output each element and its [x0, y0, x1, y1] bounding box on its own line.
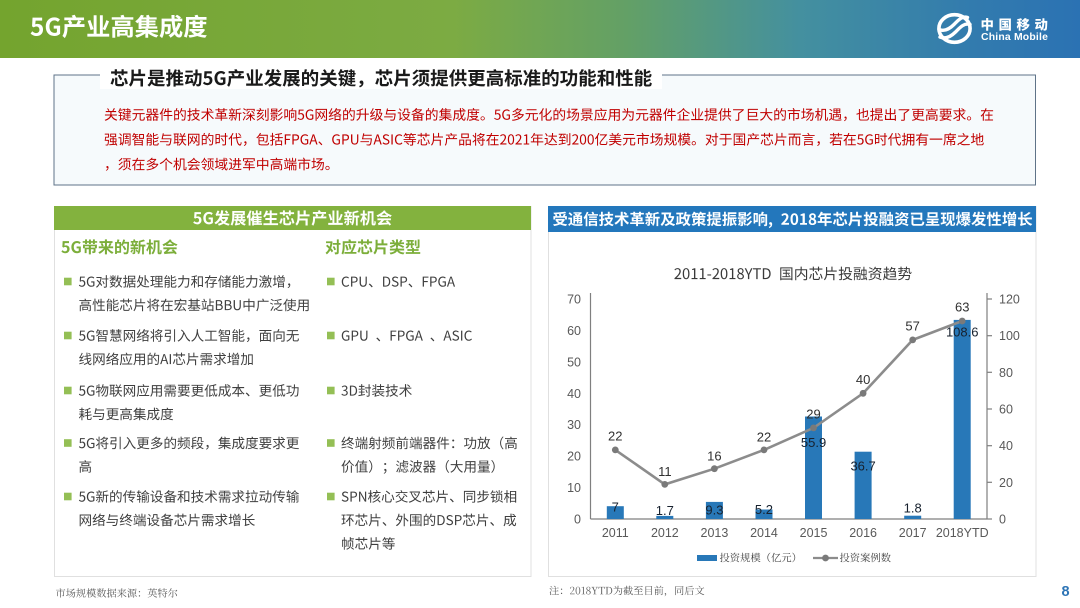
svg-text:108.6: 108.6 — [946, 325, 979, 340]
svg-text:5.2: 5.2 — [755, 502, 773, 517]
svg-text:9.3: 9.3 — [705, 503, 723, 518]
svg-text:29: 29 — [806, 407, 820, 422]
svg-text:10: 10 — [567, 481, 581, 495]
svg-text:30: 30 — [567, 418, 581, 432]
svg-text:1.8: 1.8 — [904, 501, 922, 516]
svg-text:8: 8 — [1061, 584, 1069, 600]
svg-text:22: 22 — [608, 429, 622, 444]
svg-text:40: 40 — [999, 439, 1013, 453]
svg-text:60: 60 — [567, 324, 581, 338]
svg-text:16: 16 — [707, 448, 721, 463]
svg-text:40: 40 — [856, 372, 870, 387]
svg-text:1.7: 1.7 — [656, 503, 674, 518]
svg-text:20: 20 — [567, 450, 581, 464]
svg-text:2014: 2014 — [750, 526, 778, 540]
svg-text:2012: 2012 — [651, 526, 679, 540]
svg-text:100: 100 — [999, 329, 1020, 343]
svg-text:40: 40 — [567, 387, 581, 401]
svg-text:36.7: 36.7 — [850, 459, 875, 474]
svg-text:57: 57 — [905, 319, 919, 334]
svg-text:20: 20 — [999, 476, 1013, 490]
svg-text:0: 0 — [574, 513, 581, 527]
svg-text:63: 63 — [955, 300, 969, 315]
svg-text:11: 11 — [658, 464, 672, 479]
svg-text:7: 7 — [612, 500, 619, 515]
svg-text:2015: 2015 — [800, 526, 828, 540]
svg-text:2013: 2013 — [701, 526, 729, 540]
svg-text:80: 80 — [999, 366, 1013, 380]
svg-text:55.9: 55.9 — [801, 435, 826, 450]
svg-text:2018YTD: 2018YTD — [936, 526, 989, 540]
svg-text:22: 22 — [757, 430, 771, 445]
svg-text:0: 0 — [999, 513, 1006, 527]
svg-text:China Mobile: China Mobile — [981, 32, 1048, 43]
svg-text:70: 70 — [567, 293, 581, 307]
svg-text:50: 50 — [567, 355, 581, 369]
svg-text:2016: 2016 — [849, 526, 877, 540]
svg-text:2017: 2017 — [899, 526, 927, 540]
svg-text:120: 120 — [999, 293, 1020, 307]
svg-text:60: 60 — [999, 403, 1013, 417]
svg-text:2011: 2011 — [602, 526, 629, 540]
